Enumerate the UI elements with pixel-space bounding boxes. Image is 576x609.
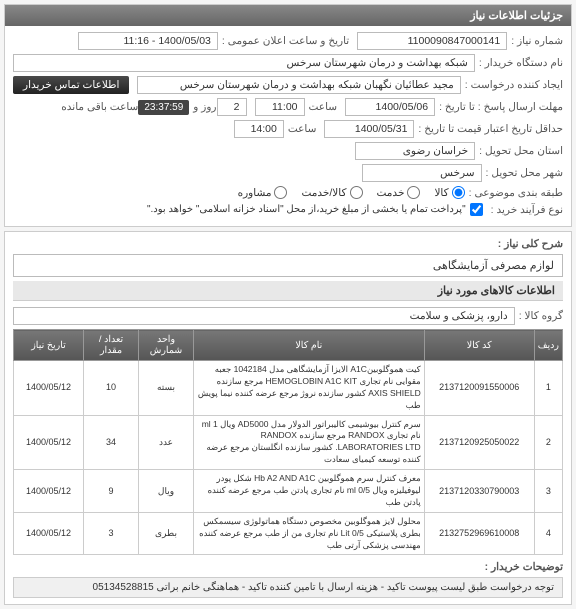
announce-value: 1400/05/03 - 11:16 (78, 32, 218, 50)
creator-label: ایجاد کننده درخواست : (465, 79, 563, 91)
deadline-date: 1400/05/06 (345, 98, 435, 116)
radio-input[interactable] (452, 186, 465, 199)
valid-label: حداقل تاریخ اعتبار قیمت تا تاریخ : (418, 123, 563, 135)
req-no-label: شماره نیاز : (511, 35, 563, 47)
radio-label: مشاوره (238, 187, 272, 199)
items-panel: شرح کلی نیاز : لوازم مصرفی آزمایشگاهی اط… (4, 231, 572, 605)
cell-date: 1400/05/12 (14, 470, 84, 513)
cell-code: 2137120330790003 (424, 470, 534, 513)
group-value: دارو، پزشکی و سلامت (13, 307, 515, 325)
th-date: تاریخ نیاز (14, 330, 84, 361)
deadline-time: 11:00 (255, 98, 305, 116)
items-table: ردیف کد کالا نام کالا واحد شمارش تعداد /… (13, 329, 563, 555)
items-header: اطلاعات کالاهای مورد نیاز (13, 281, 563, 301)
valid-date: 1400/05/31 (324, 120, 414, 138)
cell-index: 3 (534, 470, 562, 513)
th-code: کد کالا (424, 330, 534, 361)
radio-khedmat[interactable]: خدمت (377, 186, 421, 199)
table-row: 42132752969610008محلول لایز هموگلوبین مخ… (14, 512, 563, 555)
cell-index: 4 (534, 512, 562, 555)
radio-input[interactable] (274, 186, 287, 199)
city-label: شهر محل تحویل : (486, 167, 563, 179)
radio-kala[interactable]: کالا (434, 186, 464, 199)
city-value: سرخس (362, 164, 482, 182)
cell-unit: عدد (139, 415, 194, 470)
cell-name: سرم کنترل بیوشیمی کالیبراتور الدولار مدل… (194, 415, 425, 470)
cell-name: کیت هموگلوبینA1C الایزا آزمایشگاهی مدل 1… (194, 361, 425, 416)
radio-label: خدمت (377, 187, 405, 199)
cell-code: 2132752969610008 (424, 512, 534, 555)
cell-name: معرف کنترل سرم هموگلوبین Hb A2 AND A1C ش… (194, 470, 425, 513)
topic-label: طبقه بندی موضوعی : (469, 187, 563, 199)
cell-qty: 10 (84, 361, 139, 416)
days-count: 2 (217, 98, 247, 116)
th-index: ردیف (534, 330, 562, 361)
group-label: گروه کالا : (519, 310, 563, 322)
footer-label: توضیحات خریدار : (485, 561, 563, 573)
radio-label: کالا (434, 187, 448, 199)
buy-note: "پرداخت تمام یا بخشی از مبلغ خرید،از محل… (147, 204, 466, 215)
table-header-row: ردیف کد کالا نام کالا واحد شمارش تعداد /… (14, 330, 563, 361)
radio-input[interactable] (350, 186, 363, 199)
cell-date: 1400/05/12 (14, 361, 84, 416)
radio-moshavere[interactable]: مشاوره (238, 186, 288, 199)
details-panel: جزئیات اطلاعات نیاز شماره نیاز : 1100090… (4, 4, 572, 227)
cell-name: محلول لایز هموگلوبین مخصوص دستگاه هماتول… (194, 512, 425, 555)
cell-qty: 34 (84, 415, 139, 470)
cell-date: 1400/05/12 (14, 415, 84, 470)
th-qty: تعداد / مقدار (84, 330, 139, 361)
cell-index: 2 (534, 415, 562, 470)
province-label: استان محل تحویل : (479, 145, 563, 157)
remaining-time: 23:37:59 (138, 100, 189, 115)
cell-code: 2137120091550006 (424, 361, 534, 416)
cell-unit: بطری (139, 512, 194, 555)
footer-note: توجه درخواست طبق لیست پیوست تاکید - هزین… (13, 577, 563, 598)
radio-input[interactable] (407, 186, 420, 199)
cell-qty: 3 (84, 512, 139, 555)
cell-index: 1 (534, 361, 562, 416)
desc-value: لوازم مصرفی آزمایشگاهی (13, 254, 563, 277)
buy-label: نوع فرآیند خرید : (491, 204, 563, 216)
panel-header: جزئیات اطلاعات نیاز (5, 5, 571, 26)
table-row: 32137120330790003معرف کنترل سرم هموگلوبی… (14, 470, 563, 513)
buy-checkbox[interactable] (470, 203, 483, 216)
topic-radio-group: کالا خدمت کالا/خدمت مشاوره (238, 186, 465, 199)
org-label: نام دستگاه خریدار : (479, 57, 563, 69)
remaining-label: ساعت باقی مانده (61, 101, 138, 113)
org-value: شبکه بهداشت و درمان شهرستان سرخس (13, 54, 475, 72)
cell-qty: 9 (84, 470, 139, 513)
table-row: 22137120925050022سرم کنترل بیوشیمی کالیب… (14, 415, 563, 470)
province-value: خراسان رضوی (355, 142, 475, 160)
cell-code: 2137120925050022 (424, 415, 534, 470)
cell-date: 1400/05/12 (14, 512, 84, 555)
time-label: ساعت (309, 101, 338, 113)
creator-value: مجید عطائیان نگهبان شبکه بهداشت و درمان … (137, 76, 460, 94)
deadline-label: مهلت ارسال پاسخ : تا تاریخ : (439, 101, 563, 113)
desc-label: شرح کلی نیاز : (498, 238, 563, 250)
cell-unit: ویال (139, 470, 194, 513)
valid-time-label: ساعت (288, 123, 317, 135)
radio-label: کالا/خدمت (301, 187, 346, 199)
valid-time: 14:00 (234, 120, 284, 138)
th-name: نام کالا (194, 330, 425, 361)
contact-button[interactable]: اطلاعات تماس خریدار (13, 76, 129, 94)
th-unit: واحد شمارش (139, 330, 194, 361)
radio-kala-khedmat[interactable]: کالا/خدمت (301, 186, 362, 199)
announce-label: تاریخ و ساعت اعلان عمومی : (222, 35, 349, 47)
panel-body: شماره نیاز : 1100090847000141 تاریخ و سا… (5, 26, 571, 226)
days-label: روز و (193, 101, 216, 113)
cell-unit: بسته (139, 361, 194, 416)
req-no-value: 1100090847000141 (357, 32, 507, 50)
table-row: 12137120091550006کیت هموگلوبینA1C الایزا… (14, 361, 563, 416)
